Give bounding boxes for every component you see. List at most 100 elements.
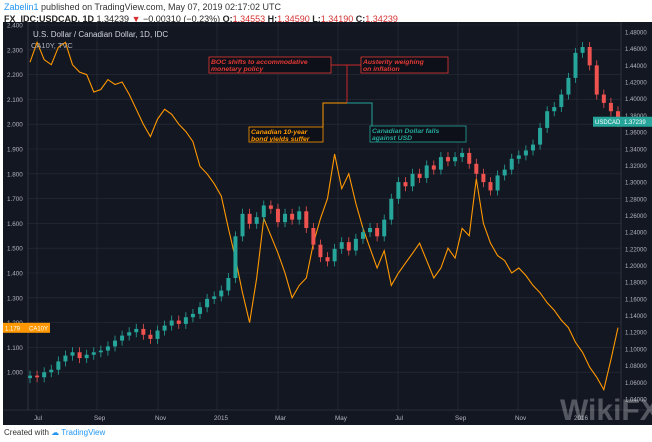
candle	[616, 111, 620, 123]
usdcad-tag-value: 1.37239	[624, 120, 646, 126]
candle	[495, 175, 500, 191]
right-tick-label: 1.22000	[625, 247, 647, 253]
candle	[198, 307, 203, 314]
symbol: FX_IDC:USDCAD, 1D	[4, 14, 95, 24]
left-tick-label: 1.900	[7, 147, 23, 154]
candle	[509, 158, 514, 170]
tradingview-brand: TradingView	[61, 428, 106, 437]
annotation-text: Austerity weighing	[362, 59, 425, 66]
candle	[311, 227, 316, 245]
low-label: L:	[312, 14, 321, 24]
candle	[148, 334, 153, 339]
chart-title: U.S. Dollar / Canadian Dollar, 1D, IDC	[33, 30, 168, 39]
candle	[403, 182, 408, 187]
left-tick-label: 1.000	[7, 370, 23, 377]
candle	[155, 330, 160, 339]
right-tick-label: 1.12000	[625, 331, 647, 337]
candle	[275, 208, 280, 223]
candle	[382, 219, 387, 237]
time-tick-label: May	[335, 415, 348, 422]
low-value: 1.34190	[320, 14, 354, 24]
candle	[240, 213, 245, 237]
created-with: Created with	[4, 428, 49, 437]
candle	[205, 298, 210, 308]
candle	[601, 94, 606, 103]
candle	[105, 346, 110, 351]
right-tick-label: 1.26000	[625, 214, 647, 220]
left-tick-label: 1.600	[7, 221, 23, 228]
candle	[396, 182, 401, 199]
time-tick-label: Nov	[515, 415, 527, 422]
left-tick-label: 1.800	[7, 171, 23, 178]
annotation-text: monetary policy	[211, 66, 264, 73]
candle	[290, 213, 295, 220]
candle	[516, 155, 521, 159]
time-tick-label: Nov	[155, 415, 167, 422]
candle	[346, 242, 351, 251]
candle	[70, 352, 75, 356]
candle	[183, 317, 188, 324]
candle	[552, 107, 557, 112]
candle	[212, 296, 217, 299]
annotation-text: BOC shifts to accommodative	[211, 59, 308, 66]
usdcad-tag-name: USDCAD	[595, 120, 621, 126]
annotation-text: bond yields suffer	[251, 136, 310, 143]
high-label: H:	[267, 14, 278, 24]
left-tick-label: 1.700	[7, 196, 23, 203]
connector-orange	[322, 102, 347, 127]
right-tick-label: 1.16000	[625, 297, 647, 303]
down-arrow-icon: ▼	[131, 14, 141, 24]
right-tick-label: 1.48000	[625, 31, 647, 37]
candle	[410, 173, 415, 187]
candle	[162, 325, 167, 331]
left-tick-label: 2.000	[7, 122, 23, 129]
candle	[559, 94, 564, 108]
chart[interactable]: 2.400 2.300 2.200 2.100 2.000 1.900 1.800 1.700…	[0, 0, 652, 425]
annotation-box	[360, 56, 449, 74]
candle	[176, 320, 181, 324]
candle	[169, 320, 174, 326]
candle	[42, 372, 47, 378]
right-tick-label: 1.18000	[625, 281, 647, 287]
right-tick-label: 1.04000	[625, 397, 647, 403]
time-tick-label: Sep	[94, 415, 106, 422]
candle	[481, 173, 486, 183]
publish-text: published on TradingView.com, May 07, 20…	[41, 2, 282, 12]
candle	[438, 157, 443, 170]
left-tick-label: 2.400	[7, 23, 23, 30]
right-tick-label: 1.28000	[625, 197, 647, 203]
candle	[233, 236, 238, 279]
tradingview-link[interactable]: ☁ TradingView	[51, 428, 106, 437]
right-tick-label: 1.20000	[625, 264, 647, 270]
open-label: O:	[222, 14, 233, 24]
candle	[417, 173, 422, 178]
candle	[120, 335, 125, 341]
candle	[134, 328, 139, 333]
candle	[318, 244, 323, 258]
candle	[474, 163, 479, 174]
annotation-text: Canadian Dollar falls	[372, 128, 439, 135]
right-tick-label: 1.30000	[625, 181, 647, 187]
candle	[573, 52, 578, 78]
candle	[339, 242, 344, 249]
annotation-box	[248, 126, 324, 143]
right-tick-label: 1.14000	[625, 314, 647, 320]
candle	[49, 369, 54, 373]
candle	[580, 47, 585, 53]
candle	[453, 157, 458, 162]
left-tick-label: 2.100	[7, 97, 23, 104]
time-tick-label: 2015	[214, 415, 229, 422]
right-tick-label: 1.08000	[625, 364, 647, 370]
time-tick-label: Jul	[395, 415, 403, 422]
candle	[141, 328, 146, 335]
candle	[63, 355, 68, 362]
candle	[84, 354, 89, 359]
open-value: 1.34553	[232, 14, 266, 24]
change: −0.00310 (−0.23%)	[143, 14, 221, 24]
watermark-logo: WikiFX	[560, 394, 652, 425]
candle	[98, 350, 103, 353]
candle	[460, 152, 465, 158]
right-tick-label: 1.42000	[625, 81, 647, 87]
author-link[interactable]: Zabelin1	[4, 2, 39, 12]
left-tick-label: 1.100	[7, 345, 23, 352]
